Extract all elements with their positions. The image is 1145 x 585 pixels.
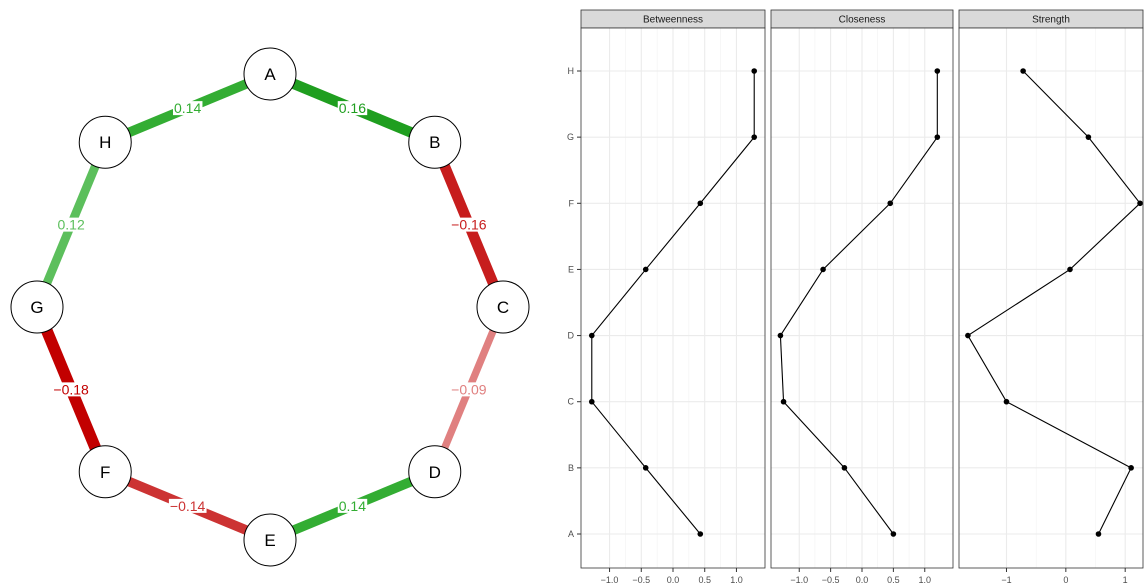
data-point xyxy=(841,465,848,471)
x-tick-label: −1.0 xyxy=(790,575,808,585)
edge-label-background xyxy=(52,382,91,397)
x-tick-label: −0.5 xyxy=(822,575,840,585)
node-label: A xyxy=(264,65,276,84)
node-F xyxy=(78,445,132,499)
edge-weight-label: −0.16 xyxy=(451,217,487,233)
edge-weight-label: −0.14 xyxy=(170,498,206,514)
x-tick-label: −1 xyxy=(1001,575,1011,585)
series-line-strength xyxy=(967,70,1141,535)
data-point xyxy=(588,398,595,405)
node-label: D xyxy=(429,463,441,482)
y-tick-label: H xyxy=(568,66,575,76)
x-tick-label: −0.5 xyxy=(632,575,650,585)
data-point xyxy=(1003,398,1010,405)
facet-strip-label: Betweenness xyxy=(643,15,703,26)
data-point xyxy=(697,531,704,537)
node-label: C xyxy=(497,298,509,317)
data-point xyxy=(887,200,894,207)
y-tick-label: A xyxy=(568,529,574,539)
data-point xyxy=(642,266,649,273)
x-tick-label: 1.0 xyxy=(919,575,932,585)
panel-strength: Strength −1 0 1 xyxy=(958,9,1144,585)
data-point xyxy=(1085,134,1092,140)
x-tick-label: 0 xyxy=(1063,575,1068,585)
edge-weight-label: 0.14 xyxy=(174,100,201,116)
data-point xyxy=(890,531,897,537)
node-B xyxy=(408,115,462,169)
node-label: E xyxy=(264,531,275,550)
y-tick-label: F xyxy=(569,198,575,208)
data-point xyxy=(697,200,704,207)
y-tick-label: G xyxy=(567,132,574,142)
edge-weight-label: 0.12 xyxy=(57,217,84,233)
x-tick-label: 1.0 xyxy=(730,575,743,585)
node-H xyxy=(78,115,132,169)
node-D xyxy=(408,445,462,499)
y-tick-label: B xyxy=(568,463,574,473)
data-point xyxy=(1067,266,1073,273)
x-tick-label: 0.0 xyxy=(667,575,680,585)
x-tick-label: 1 xyxy=(1123,575,1128,585)
node-label: F xyxy=(100,463,110,482)
series-line-closeness xyxy=(779,71,938,535)
data-point xyxy=(777,332,784,339)
series-line-betweenness xyxy=(591,71,755,535)
data-point xyxy=(1128,465,1134,471)
node-label: H xyxy=(99,133,111,152)
node-A xyxy=(243,47,297,101)
panel-border xyxy=(958,27,1144,569)
x-tick-label: −1.0 xyxy=(601,575,619,585)
edge-label-background xyxy=(56,217,86,232)
y-tick-label: D xyxy=(568,331,575,341)
data-point xyxy=(642,465,649,471)
node-label: B xyxy=(429,133,440,152)
x-tick-label: 0.0 xyxy=(856,575,869,585)
panel-betweenness: Betweenness −1.0 −0.5 0.0 0.5 1.0 xyxy=(580,9,766,585)
edge-weight-label: 0.14 xyxy=(339,498,366,514)
data-point xyxy=(965,332,971,339)
node-E xyxy=(243,513,297,567)
data-point xyxy=(820,266,826,273)
data-point xyxy=(1137,200,1143,207)
data-point xyxy=(751,134,758,140)
data-point xyxy=(934,134,941,140)
x-tick-label: 0.5 xyxy=(698,575,711,585)
edge-label-background xyxy=(168,498,207,513)
facet-strip-label: Strength xyxy=(1032,15,1070,26)
x-tick-label: 0.5 xyxy=(887,575,900,585)
facet-strip-label: Closeness xyxy=(839,15,886,26)
edge-weight-label: −0.09 xyxy=(451,381,487,397)
panel-background xyxy=(959,28,1143,568)
network-graph: 0.16 −0.16 −0.09 0.14 −0.14 −0.18 0.12 0.14 A B C… xyxy=(10,47,530,567)
edge-weight-label: −0.18 xyxy=(53,381,89,397)
data-point xyxy=(751,68,758,74)
node-label: G xyxy=(30,298,43,317)
data-point xyxy=(1095,531,1102,537)
edge-label-background xyxy=(337,101,368,116)
panel-closeness: Closeness −1.0 −0.5 0.0 0.5 1.0 xyxy=(770,9,954,585)
data-point xyxy=(588,332,595,339)
edge-label-background xyxy=(172,101,203,116)
data-point xyxy=(1020,68,1026,74)
node-C xyxy=(476,280,530,334)
edge-label-background xyxy=(450,217,488,232)
edge-weight-label: 0.16 xyxy=(339,100,366,116)
data-point xyxy=(934,68,941,74)
y-tick-label: E xyxy=(568,264,574,274)
y-tick-label: C xyxy=(568,397,575,407)
edge-label-background xyxy=(337,498,368,513)
data-point xyxy=(780,398,787,405)
edge-label-background xyxy=(450,382,488,397)
node-G xyxy=(10,280,64,334)
